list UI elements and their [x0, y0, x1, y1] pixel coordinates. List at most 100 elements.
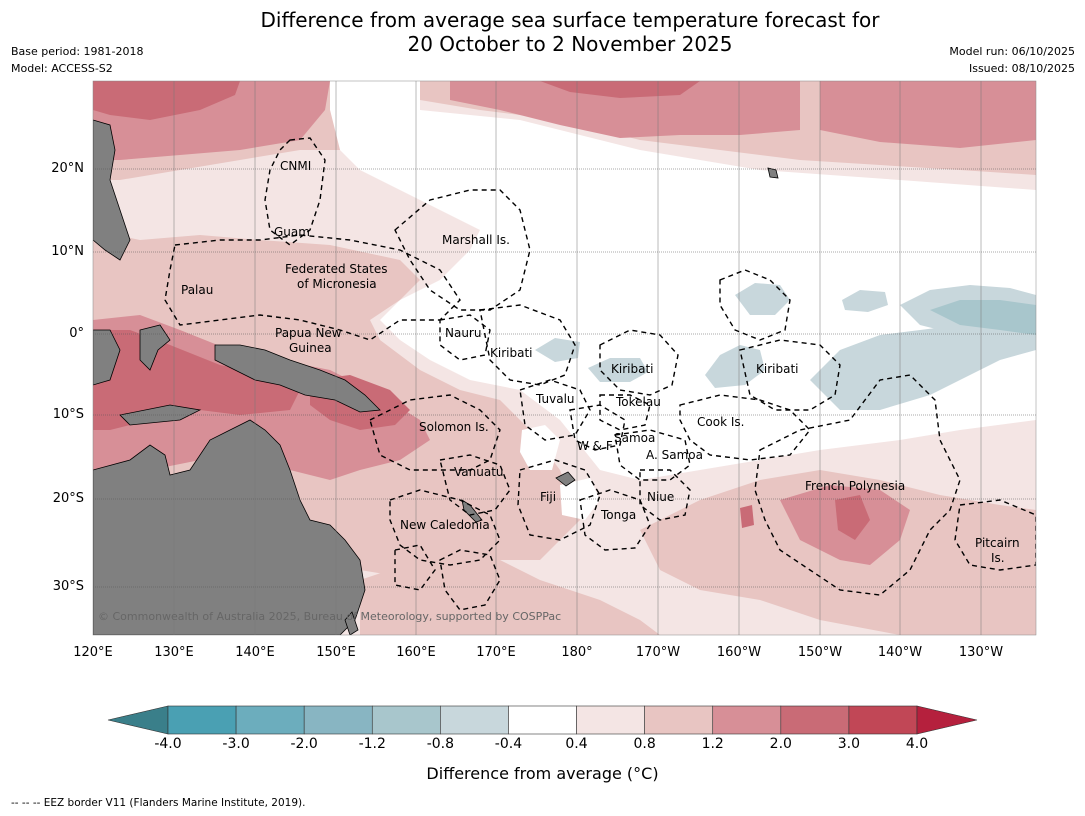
warm-north-2_0-mid — [540, 81, 700, 98]
eez-legend-footer: -- -- -- EEZ border V11 (Flanders Marine… — [11, 797, 306, 809]
warm-north-2_0 — [93, 81, 240, 120]
title-line-2: 20 October to 2 November 2025 — [407, 32, 733, 56]
label-tokelau: Tokelau — [616, 395, 661, 409]
label-new-caledonia: New Caledonia — [400, 518, 490, 532]
colorbar-bin — [167, 705, 237, 735]
lon-label-130e: 130°E — [154, 645, 194, 660]
label-guam: Guam — [274, 225, 310, 239]
philippines-land — [93, 119, 131, 261]
label-nauru: Nauru — [445, 326, 482, 340]
colorbar-tick-label: -4.0 — [154, 736, 182, 752]
label-cook-islands: Cook Is. — [697, 415, 745, 429]
label-png-line1: Papua New — [275, 326, 342, 340]
model-run: Model run: 06/10/2025 — [949, 45, 1075, 58]
colorbar-bin — [644, 705, 714, 735]
colorbar-extend-high — [916, 705, 978, 735]
lon-label-160w: 160°W — [716, 645, 762, 660]
lon-label-160e: 160°E — [396, 645, 436, 660]
colorbar-tick-label: 3.0 — [837, 736, 861, 752]
colorbar-tick-label: 2.0 — [769, 736, 792, 752]
label-wallis-futuna: W & F — [577, 439, 613, 453]
cool-anomaly-mid — [705, 345, 765, 388]
neutral-south-patch — [520, 425, 560, 470]
new-zealand-land — [344, 611, 359, 635]
lat-label-20s: 20°S — [52, 491, 84, 506]
lon-label-120e: 120°E — [73, 645, 113, 660]
colorbar-tick-label: -0.4 — [494, 736, 523, 752]
issued-date: Issued: 08/10/2025 — [968, 62, 1075, 75]
label-kiribati-east: Kiribati — [756, 362, 799, 376]
colorbar-bin — [371, 705, 441, 735]
title-line-1: Difference from average sea surface temp… — [260, 8, 880, 32]
colorbar-bin — [303, 705, 373, 735]
colorbar-tick-label: -1.2 — [358, 736, 386, 752]
colorbar-tick-label: 0.4 — [565, 736, 588, 752]
copyright-notice: © Commonwealth of Australia 2025, Bureau… — [98, 610, 562, 623]
colorbar-tick-label: -0.8 — [426, 736, 455, 752]
meta-right: Model run: 06/10/2025 Issued: 08/10/2025 — [949, 43, 1075, 77]
borneo-land — [93, 329, 121, 386]
label-palau: Palau — [181, 283, 214, 297]
lat-label-30s: 30°S — [52, 579, 84, 594]
new-guinea-land — [214, 344, 381, 413]
gridlines — [93, 81, 1036, 635]
label-kiribati-central: Kiribati — [611, 362, 654, 376]
label-tonga: Tonga — [601, 508, 637, 522]
lon-label-170e: 170°E — [476, 645, 516, 660]
cool-anomaly-east — [810, 320, 1036, 410]
meta-left: Base period: 1981-2018 Model: ACCESS-S2 — [11, 43, 143, 77]
map-title: Difference from average sea surface temp… — [0, 8, 1085, 56]
colorbar-tick-label: 1.2 — [701, 736, 724, 752]
colorbar-bin — [576, 705, 645, 735]
map-area — [93, 81, 1036, 635]
label-samoa: Samoa — [614, 431, 656, 445]
base-period: Base period: 1981-2018 — [11, 45, 144, 58]
colorbar-title: Difference from average (°C) — [426, 764, 659, 783]
cool-anomaly-north-2 — [842, 290, 888, 312]
label-fsm-line2: of Micronesia — [297, 277, 377, 291]
label-cnmi: CNMI — [280, 159, 312, 173]
label-niue: Niue — [647, 490, 675, 504]
lon-label-140w: 140°W — [877, 645, 923, 660]
lon-label-180: 180° — [561, 645, 593, 660]
label-marshall-islands: Marshall Is. — [442, 233, 510, 247]
lat-label-10s: 10°S — [52, 407, 84, 422]
label-tuvalu: Tuvalu — [536, 392, 575, 406]
lat-label-0: 0° — [69, 326, 84, 341]
warm-south-2_0-b — [740, 505, 754, 528]
colorbar-tick-label: 4.0 — [905, 736, 929, 752]
lon-label-130w: 130°W — [958, 645, 1004, 660]
lon-label-150w: 150°W — [797, 645, 843, 660]
colorbar-tick-label: 0.8 — [633, 736, 656, 752]
label-png-line2: Guinea — [289, 341, 332, 355]
warm-south-2_0 — [835, 495, 870, 540]
warm-north-1_2-east — [820, 81, 1036, 148]
lat-label-20n: 20°N — [51, 161, 84, 176]
lon-label-140e: 140°E — [235, 645, 275, 660]
colorbar-extend-low — [107, 705, 169, 735]
colorbar-tick-label: -2.0 — [290, 736, 318, 752]
label-pitcairn-line2: Is. — [991, 551, 1005, 565]
lon-label-170w: 170°W — [635, 645, 681, 660]
label-pitcairn-line1: Pitcairn — [975, 536, 1020, 550]
model-name: Model: ACCESS-S2 — [11, 62, 113, 75]
colorbar-bin — [780, 705, 850, 735]
colorbar-bin — [848, 705, 918, 735]
warm-north-1_2-mid — [450, 81, 800, 138]
label-solomon-islands: Solomon Is. — [419, 420, 489, 434]
label-kiribati-west: Kiribati — [490, 346, 533, 360]
label-vanuatu: Vanuatu — [454, 465, 504, 479]
lat-label-10n: 10°N — [51, 244, 84, 259]
label-fsm-line1: Federated States — [285, 262, 388, 276]
warm-tasman-0_8 — [360, 560, 660, 635]
cool-anomaly-kiribati — [535, 338, 580, 362]
eez-borders — [164, 137, 1036, 611]
label-fiji: Fiji — [540, 490, 557, 504]
colorbar-bin — [440, 705, 509, 735]
hawaii-land — [767, 167, 779, 179]
fiji-land — [555, 471, 576, 487]
label-french-polynesia: French Polynesia — [805, 479, 906, 493]
australia-land — [93, 419, 366, 635]
colorbar-bin — [508, 705, 577, 735]
